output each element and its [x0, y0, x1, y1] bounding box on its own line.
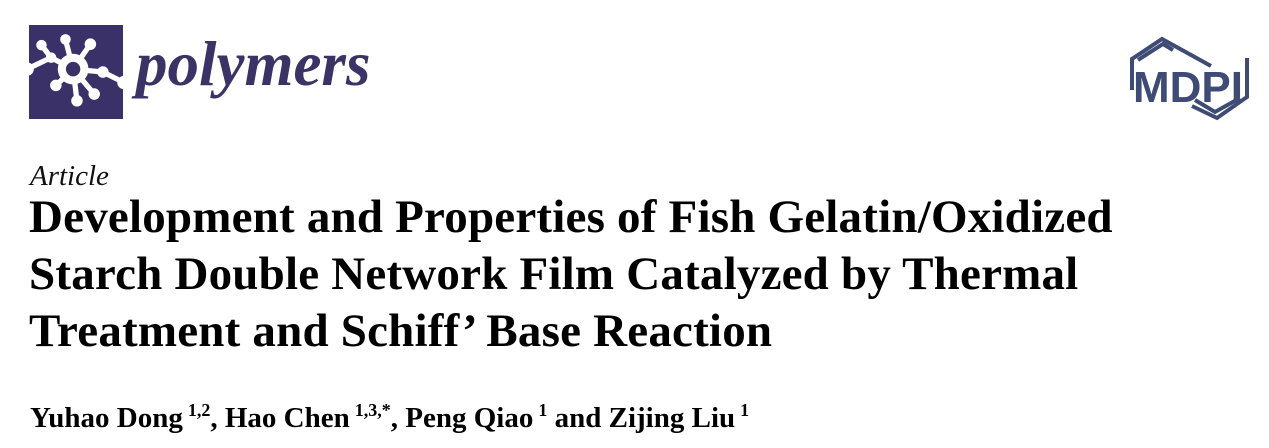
polymers-journal-logo [29, 25, 123, 119]
paper-title: Development and Properties of Fish Gelat… [29, 189, 1257, 360]
author-name: Zijing Liu [608, 402, 736, 434]
author-affiliation-sup: 1,2 [187, 400, 211, 420]
author-name: Yuhao Dong [30, 402, 183, 434]
author-name: Hao Chen [224, 402, 350, 434]
title-line-3: Treatment and Schiff’ Base Reaction [29, 305, 773, 357]
title-line-2: Starch Double Network Film Catalyzed by … [29, 248, 1079, 300]
journal-name: polymers [136, 29, 371, 99]
author-name: Peng Qiao [405, 402, 534, 434]
author-separator: , [210, 402, 225, 434]
mdpi-wordmark: MDPI [1133, 63, 1243, 112]
authors-line: Yuhao Dong 1,2, Hao Chen 1,3,*, Peng Qiao 1… [30, 400, 750, 435]
mdpi-publisher-logo: MDPI [1130, 36, 1249, 121]
author-affiliation-sup: 1 [538, 400, 548, 420]
author-separator: and [547, 402, 609, 434]
article-type-label: Article [30, 160, 109, 192]
open-hexagon-icon [1130, 36, 1249, 121]
author-affiliation-sup: 1 [740, 400, 750, 420]
author-separator: , [390, 402, 406, 434]
author-affiliation-sup: 1,3,* [354, 400, 391, 420]
molecule-ring-hole [65, 61, 81, 77]
title-line-1: Development and Properties of Fish Gelat… [29, 191, 1113, 243]
